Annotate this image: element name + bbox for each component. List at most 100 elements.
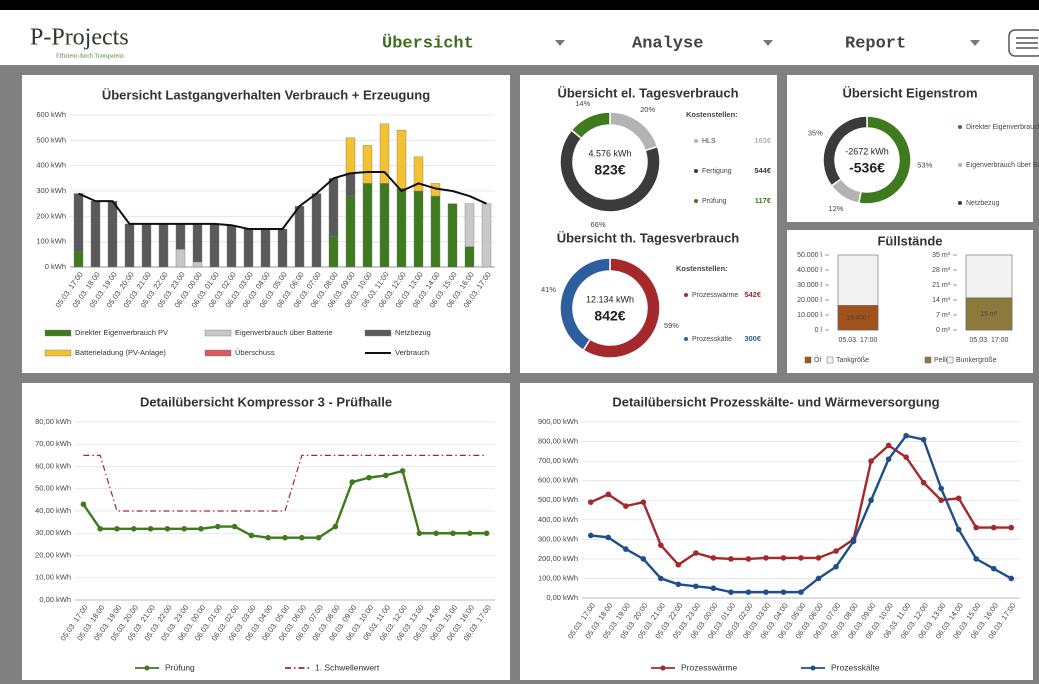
dropdown-arrow[interactable] [970, 40, 980, 46]
point [780, 589, 787, 595]
y-tick-label: 40,00 kWh [35, 506, 71, 515]
point [587, 499, 594, 505]
level-bar [837, 305, 879, 331]
point [903, 454, 909, 461]
point [815, 575, 822, 582]
legend-swatch [924, 356, 932, 364]
bar [260, 228, 271, 268]
bar [447, 203, 458, 268]
bar [311, 193, 322, 268]
tagline: Effizienz durch Transparenz [56, 52, 124, 59]
nav-item[interactable]: Analyse [632, 34, 703, 53]
bar [73, 193, 84, 253]
value-label: 20% [640, 105, 655, 114]
point [265, 534, 272, 541]
bar [345, 137, 356, 174]
bar [90, 200, 101, 268]
point [164, 526, 171, 532]
point [780, 555, 787, 561]
chart-title: Detailübersicht Prozesskälte- und Wärmev… [612, 394, 939, 409]
line [83, 454, 487, 512]
legend-label: Überschuss [235, 348, 275, 357]
bar [124, 223, 135, 268]
line [78, 171, 487, 230]
bar [192, 223, 203, 263]
legend-dot [958, 163, 962, 167]
y-tick-label: 40.000 l [797, 267, 822, 274]
y-tick-label: 60,00 kWh [35, 461, 71, 470]
point [450, 530, 456, 537]
point [231, 523, 238, 530]
point [868, 458, 874, 464]
y-tick-label: 200 kWh [36, 211, 66, 220]
logo[interactable]: P-Projects [30, 25, 129, 51]
point [299, 534, 305, 541]
y-tick-label: 30.000 l [797, 282, 822, 289]
level-bar [965, 297, 1013, 331]
bar [328, 236, 339, 268]
nav-item[interactable]: Report [845, 34, 906, 53]
legend-label: Batterieladung (PV-Anlage) [75, 348, 166, 357]
point [745, 589, 752, 595]
y-tick-label: 0 m³ [936, 327, 951, 334]
y-tick-label: 20.000 l [797, 297, 822, 304]
legend-swatch [204, 349, 232, 357]
dropdown-arrow[interactable] [555, 40, 565, 46]
point [215, 523, 221, 530]
menu-button[interactable] [1008, 29, 1039, 57]
point [745, 556, 752, 562]
point [640, 556, 647, 562]
point [938, 497, 944, 504]
y-tick-label: 35 m³ [932, 252, 951, 259]
point [80, 501, 87, 508]
y-tick-label: 300 kWh [36, 186, 66, 195]
point [366, 474, 372, 481]
center-label: 12.134 kWh [586, 294, 634, 304]
legend-title: Kostenstellen: [676, 264, 728, 273]
point [973, 524, 979, 531]
bar [243, 228, 254, 268]
y-tick-label: 500,00 kWh [538, 495, 578, 504]
legend-label: Netzbezug [395, 328, 431, 337]
center-value: 823€ [594, 162, 625, 178]
legend-label: Fertigung [702, 168, 732, 175]
point [675, 581, 682, 588]
point [1008, 524, 1015, 531]
point [693, 550, 699, 556]
y-tick-label: 0,00 kWh [546, 593, 578, 602]
point [416, 530, 423, 537]
value-label: 12% [828, 204, 843, 213]
bar [141, 223, 152, 268]
chart-title: Übersicht Eigenstrom [842, 85, 977, 100]
value-label: 35% [808, 129, 823, 138]
legend-label: Prozesskälte [831, 662, 880, 672]
y-tick-label: 7 m³ [936, 312, 951, 319]
point [623, 503, 629, 509]
bar [464, 246, 475, 268]
bar [481, 203, 492, 268]
point [728, 589, 734, 595]
legend-marker [660, 665, 666, 671]
legend-dot [694, 199, 698, 203]
point [658, 575, 664, 582]
dropdown-arrow[interactable] [763, 40, 773, 46]
bar [277, 228, 288, 268]
bar [413, 156, 424, 192]
point [349, 479, 356, 485]
point [955, 526, 962, 533]
menu-icon[interactable] [1016, 37, 1038, 49]
point [903, 432, 909, 439]
y-tick-label: 0 kWh [45, 262, 66, 271]
cost-label: 117€ [755, 196, 772, 205]
point [833, 563, 839, 570]
donut-segment [559, 129, 661, 213]
x-tick-label: 05.03. 17:00 [839, 337, 878, 344]
bar [175, 249, 186, 268]
point [990, 565, 997, 572]
bar [175, 223, 186, 250]
nav-item[interactable]: Übersicht [382, 33, 474, 53]
point [693, 583, 699, 590]
top-bar [0, 0, 1039, 10]
bar [362, 183, 373, 268]
y-tick-label: 21 m³ [932, 282, 951, 289]
